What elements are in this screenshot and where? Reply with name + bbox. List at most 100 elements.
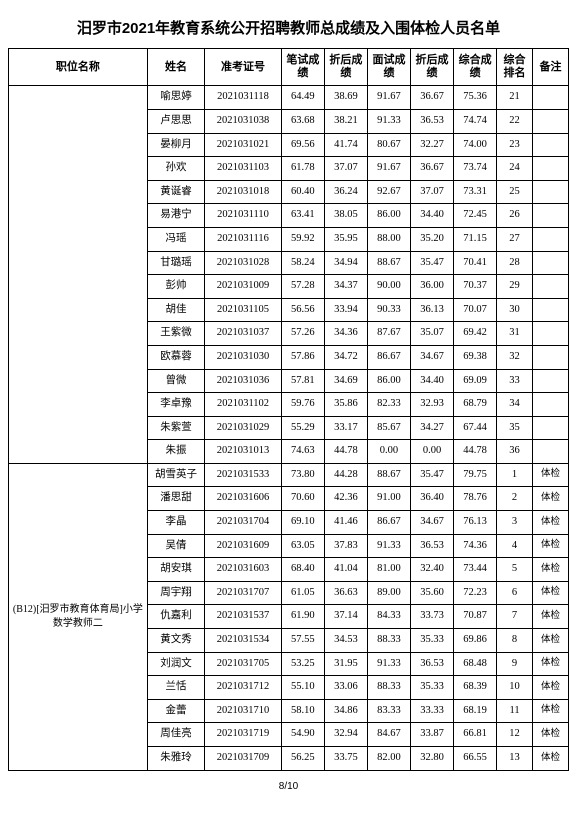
- name-cell: 吴倩: [147, 534, 204, 558]
- interview-cell: 84.33: [367, 605, 410, 629]
- interview-adj-cell: 0.00: [410, 440, 453, 464]
- written-cell: 63.41: [281, 204, 324, 228]
- rank-cell: 13: [497, 747, 533, 771]
- interview-adj-cell: 36.53: [410, 652, 453, 676]
- id-cell: 2021031719: [205, 723, 282, 747]
- id-cell: 2021031013: [205, 440, 282, 464]
- note-cell: [533, 157, 569, 181]
- id-cell: 2021031709: [205, 747, 282, 771]
- note-cell: 体检: [533, 723, 569, 747]
- id-cell: 2021031030: [205, 345, 282, 369]
- interview-cell: 88.00: [367, 227, 410, 251]
- interview-cell: 83.33: [367, 699, 410, 723]
- position-cell: (B12)[汨罗市教育体育局]小学数学教师二: [9, 463, 148, 770]
- written-cell: 58.24: [281, 251, 324, 275]
- rank-cell: 7: [497, 605, 533, 629]
- col-rank: 综合排名: [497, 49, 533, 86]
- interview-cell: 91.33: [367, 109, 410, 133]
- total-cell: 74.74: [454, 109, 497, 133]
- written-adj-cell: 38.05: [324, 204, 367, 228]
- col-written: 笔试成绩: [281, 49, 324, 86]
- total-cell: 70.37: [454, 275, 497, 299]
- id-cell: 2021031029: [205, 416, 282, 440]
- id-cell: 2021031603: [205, 558, 282, 582]
- interview-adj-cell: 32.27: [410, 133, 453, 157]
- written-adj-cell: 33.94: [324, 298, 367, 322]
- total-cell: 44.78: [454, 440, 497, 464]
- interview-adj-cell: 36.53: [410, 534, 453, 558]
- col-interview: 面试成绩: [367, 49, 410, 86]
- interview-adj-cell: 33.87: [410, 723, 453, 747]
- total-cell: 74.00: [454, 133, 497, 157]
- name-cell: 曾微: [147, 369, 204, 393]
- rank-cell: 23: [497, 133, 533, 157]
- written-cell: 54.90: [281, 723, 324, 747]
- total-cell: 66.81: [454, 723, 497, 747]
- rank-cell: 10: [497, 676, 533, 700]
- rank-cell: 6: [497, 581, 533, 605]
- col-note: 备注: [533, 49, 569, 86]
- written-adj-cell: 33.17: [324, 416, 367, 440]
- note-cell: 体检: [533, 487, 569, 511]
- id-cell: 2021031537: [205, 605, 282, 629]
- col-written-adj: 折后成绩: [324, 49, 367, 86]
- rank-cell: 22: [497, 109, 533, 133]
- note-cell: 体检: [533, 676, 569, 700]
- total-cell: 69.38: [454, 345, 497, 369]
- written-cell: 56.25: [281, 747, 324, 771]
- total-cell: 67.44: [454, 416, 497, 440]
- written-adj-cell: 37.83: [324, 534, 367, 558]
- written-adj-cell: 34.72: [324, 345, 367, 369]
- written-adj-cell: 37.14: [324, 605, 367, 629]
- rank-cell: 9: [497, 652, 533, 676]
- rank-cell: 8: [497, 629, 533, 653]
- written-adj-cell: 36.63: [324, 581, 367, 605]
- name-cell: 孙欢: [147, 157, 204, 181]
- rank-cell: 34: [497, 393, 533, 417]
- rank-cell: 2: [497, 487, 533, 511]
- name-cell: 李卓豫: [147, 393, 204, 417]
- written-adj-cell: 34.69: [324, 369, 367, 393]
- name-cell: 彭帅: [147, 275, 204, 299]
- note-cell: [533, 393, 569, 417]
- id-cell: 2021031609: [205, 534, 282, 558]
- rank-cell: 36: [497, 440, 533, 464]
- id-cell: 2021031103: [205, 157, 282, 181]
- name-cell: 卢思思: [147, 109, 204, 133]
- written-cell: 56.56: [281, 298, 324, 322]
- rank-cell: 35: [497, 416, 533, 440]
- written-adj-cell: 41.04: [324, 558, 367, 582]
- note-cell: 体检: [533, 652, 569, 676]
- written-cell: 69.56: [281, 133, 324, 157]
- total-cell: 68.48: [454, 652, 497, 676]
- interview-cell: 80.67: [367, 133, 410, 157]
- written-adj-cell: 34.53: [324, 629, 367, 653]
- interview-cell: 91.33: [367, 534, 410, 558]
- written-adj-cell: 31.95: [324, 652, 367, 676]
- note-cell: 体检: [533, 511, 569, 535]
- total-cell: 72.45: [454, 204, 497, 228]
- interview-adj-cell: 35.07: [410, 322, 453, 346]
- id-cell: 2021031110: [205, 204, 282, 228]
- total-cell: 73.31: [454, 180, 497, 204]
- col-name: 姓名: [147, 49, 204, 86]
- total-cell: 74.36: [454, 534, 497, 558]
- written-adj-cell: 41.74: [324, 133, 367, 157]
- written-adj-cell: 37.07: [324, 157, 367, 181]
- rank-cell: 25: [497, 180, 533, 204]
- written-cell: 57.86: [281, 345, 324, 369]
- written-adj-cell: 34.94: [324, 251, 367, 275]
- note-cell: [533, 133, 569, 157]
- name-cell: 周宇翔: [147, 581, 204, 605]
- note-cell: 体检: [533, 605, 569, 629]
- interview-adj-cell: 35.47: [410, 251, 453, 275]
- note-cell: [533, 369, 569, 393]
- interview-cell: 86.00: [367, 204, 410, 228]
- interview-cell: 85.67: [367, 416, 410, 440]
- interview-cell: 90.00: [367, 275, 410, 299]
- total-cell: 70.07: [454, 298, 497, 322]
- written-cell: 57.81: [281, 369, 324, 393]
- rank-cell: 21: [497, 86, 533, 110]
- id-cell: 2021031021: [205, 133, 282, 157]
- interview-adj-cell: 34.40: [410, 369, 453, 393]
